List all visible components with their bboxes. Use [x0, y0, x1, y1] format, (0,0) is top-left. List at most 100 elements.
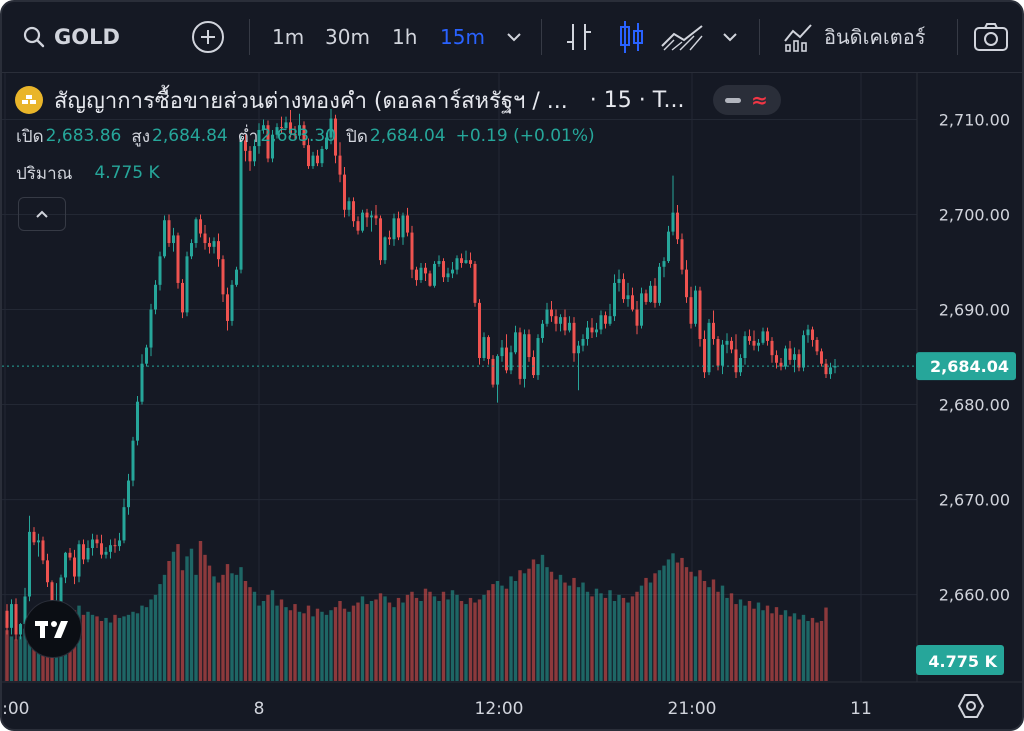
- interval-15m-active[interactable]: 15m: [440, 25, 485, 49]
- symbol-title[interactable]: สัญญาการซื้อขายส่วนต่างทองคำ (ดอลลาร์สหร…: [54, 88, 568, 114]
- candle: [581, 334, 585, 352]
- candle: [815, 337, 819, 356]
- candle-body: [482, 337, 486, 358]
- low-label: ต่ำ: [237, 126, 259, 147]
- candle-body: [392, 218, 396, 240]
- tradingview-logo-icon: [35, 621, 68, 638]
- candle: [658, 262, 661, 306]
- plus-circle-icon: [192, 21, 224, 53]
- candle: [469, 252, 472, 268]
- bar-style-icon: [567, 24, 591, 50]
- volume-bar: [212, 576, 216, 681]
- volume-bar: [653, 573, 657, 681]
- candle-body: [14, 604, 18, 635]
- candle-body: [307, 145, 310, 167]
- volume-bar: [540, 554, 545, 681]
- candle-body: [77, 544, 81, 577]
- candle: [374, 205, 378, 225]
- candle: [302, 121, 306, 149]
- bars-style-button[interactable]: [564, 2, 594, 72]
- candle: [361, 209, 364, 233]
- volume-bar: [648, 582, 653, 681]
- volume-bar: [486, 590, 491, 681]
- last-price-badge-bg: [916, 352, 1016, 381]
- tradingview-logo[interactable]: [24, 600, 82, 658]
- volume-bar: [374, 599, 378, 681]
- volume-row: ปริมาณ 4.775 K: [16, 159, 170, 187]
- candle: [680, 233, 684, 275]
- snapshot-button[interactable]: [973, 2, 1009, 72]
- candle: [442, 258, 445, 282]
- candle-body: [275, 127, 279, 135]
- candle: [586, 320, 589, 346]
- candle: [145, 344, 148, 367]
- interval-30m[interactable]: 30m: [325, 25, 370, 49]
- candle-body: [550, 309, 553, 317]
- candles-style-button[interactable]: [616, 2, 646, 72]
- symbol-search[interactable]: GOLD: [22, 2, 120, 72]
- x-tick-label: 20:00: [2, 699, 30, 719]
- volume-bar: [747, 601, 752, 681]
- candle-body: [334, 118, 337, 156]
- candle-body: [122, 507, 126, 541]
- interval-1h[interactable]: 1h: [392, 25, 418, 49]
- candle-body: [752, 340, 756, 346]
- volume-bar: [720, 585, 725, 681]
- volume-bar: [95, 616, 99, 681]
- candle: [5, 604, 9, 635]
- interval-dropdown[interactable]: [505, 2, 523, 72]
- volume-bar: [725, 597, 729, 681]
- volume-bar: [711, 579, 716, 681]
- candle-body: [829, 367, 832, 375]
- candle-body: [95, 539, 99, 544]
- volume-bar: [126, 614, 131, 681]
- candle-body: [104, 551, 108, 555]
- candle-body: [311, 155, 315, 167]
- volume-bar: [18, 636, 23, 681]
- candle: [109, 539, 112, 559]
- volume-bar: [266, 594, 270, 681]
- candle: [725, 333, 729, 354]
- volume-bar: [288, 610, 293, 681]
- volume-bar: [414, 597, 419, 681]
- candle-body: [604, 315, 607, 324]
- candle: [410, 225, 414, 279]
- volume-bar: [297, 611, 302, 681]
- collapse-legend-button[interactable]: [18, 197, 66, 231]
- y-tick-label: 2,700.00: [939, 206, 1010, 225]
- market-status-badge[interactable]: ≈: [712, 85, 781, 115]
- chevron-up-icon: [36, 210, 48, 218]
- candle: [406, 207, 409, 237]
- candle-body: [208, 243, 211, 247]
- y-tick-label: 2,680.00: [939, 396, 1010, 415]
- volume-bar: [320, 611, 324, 681]
- volume-bar: [477, 599, 482, 681]
- chart-style-dropdown[interactable]: [721, 2, 739, 72]
- candle-body: [527, 334, 531, 358]
- candle-body: [500, 347, 504, 357]
- volume-bar: [783, 610, 788, 681]
- legend-title-row: สัญญาการซื้อขายส่วนต่างทองคำ (ดอลลาร์สหร…: [14, 82, 781, 118]
- indicators-button[interactable]: อินดิเคเตอร์: [782, 2, 925, 72]
- candle: [239, 135, 243, 274]
- candle: [428, 270, 432, 287]
- volume-bar: [351, 605, 356, 681]
- interval-1m[interactable]: 1m: [272, 25, 305, 49]
- volume-bar: [806, 621, 810, 681]
- volume-bar: [23, 628, 27, 681]
- compare-button[interactable]: [191, 2, 225, 72]
- candle: [770, 337, 774, 363]
- candle: [86, 540, 90, 563]
- candle-body: [478, 302, 481, 358]
- candle-body: [775, 355, 778, 363]
- approx-icon: ≈: [751, 88, 768, 112]
- candle: [496, 354, 499, 403]
- candle: [626, 282, 630, 307]
- candle: [32, 527, 36, 546]
- candle-body: [415, 269, 418, 281]
- candle-body: [262, 125, 265, 130]
- area-style-button[interactable]: [660, 2, 704, 72]
- settings-button[interactable]: [957, 692, 985, 724]
- candle-body: [694, 290, 697, 324]
